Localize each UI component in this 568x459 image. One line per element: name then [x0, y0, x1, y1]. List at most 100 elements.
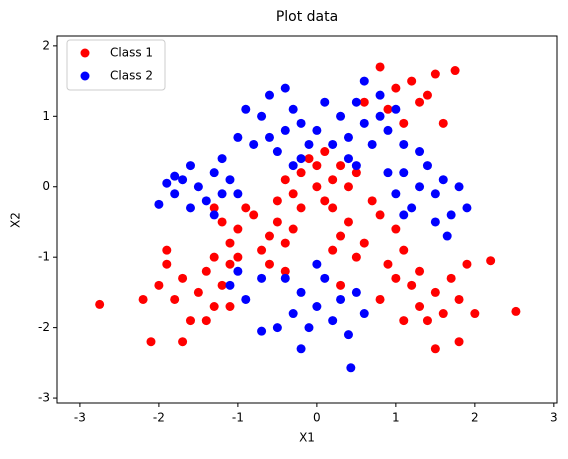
x-tick-label: -3: [74, 411, 86, 425]
point: [375, 90, 385, 100]
y-tick-label: 0: [42, 179, 50, 193]
point: [446, 273, 456, 283]
point: [430, 217, 440, 227]
point: [415, 97, 425, 107]
y-tick-label: -1: [38, 250, 50, 264]
point: [233, 132, 243, 142]
point: [288, 189, 298, 199]
point: [272, 323, 282, 333]
point: [257, 326, 267, 336]
point: [367, 139, 377, 149]
point: [343, 182, 353, 192]
point: [257, 245, 267, 255]
point: [312, 125, 322, 135]
point: [351, 168, 361, 178]
point: [241, 104, 251, 114]
point: [359, 97, 369, 107]
point: [233, 189, 243, 199]
point: [209, 252, 219, 262]
point: [343, 217, 353, 227]
point: [399, 118, 409, 128]
point: [343, 154, 353, 164]
point: [399, 245, 409, 255]
point: [170, 294, 180, 304]
point: [399, 316, 409, 326]
point: [391, 83, 401, 93]
point: [249, 210, 259, 220]
point: [454, 182, 464, 192]
point: [304, 154, 314, 164]
point: [351, 97, 361, 107]
point: [241, 294, 251, 304]
point: [264, 90, 274, 100]
point: [442, 231, 452, 241]
point: [343, 330, 353, 340]
point: [264, 231, 274, 241]
point: [280, 83, 290, 93]
point: [209, 210, 219, 220]
point: [296, 344, 306, 354]
point: [154, 280, 164, 290]
point: [399, 139, 409, 149]
point: [511, 306, 521, 316]
point: [328, 139, 338, 149]
point: [462, 259, 472, 269]
point: [233, 266, 243, 276]
point: [486, 256, 496, 266]
point: [225, 259, 235, 269]
point: [193, 287, 203, 297]
point: [312, 259, 322, 269]
point: [185, 203, 195, 213]
point: [233, 224, 243, 234]
point: [430, 344, 440, 354]
point: [415, 182, 425, 192]
point: [359, 118, 369, 128]
point: [359, 309, 369, 319]
point: [209, 168, 219, 178]
point: [320, 147, 330, 157]
point: [407, 203, 417, 213]
point: [146, 337, 156, 347]
point: [288, 104, 298, 114]
x-tick-label: -2: [153, 411, 165, 425]
point: [454, 337, 464, 347]
point: [233, 252, 243, 262]
point: [312, 301, 322, 311]
point: [462, 203, 472, 213]
point: [272, 217, 282, 227]
point: [162, 259, 172, 269]
point: [343, 132, 353, 142]
point: [209, 203, 219, 213]
point: [288, 309, 298, 319]
point: [438, 309, 448, 319]
point: [241, 203, 251, 213]
point: [359, 238, 369, 248]
y-tick-label: 1: [42, 109, 50, 123]
point: [328, 316, 338, 326]
point: [178, 273, 188, 283]
point: [407, 280, 417, 290]
x-tick-label: -1: [232, 411, 244, 425]
point: [399, 210, 409, 220]
y-tick-label: -2: [38, 320, 50, 334]
point: [391, 273, 401, 283]
point: [320, 273, 330, 283]
point: [217, 280, 227, 290]
chart-title: Plot data: [276, 9, 338, 25]
point: [304, 323, 314, 333]
point: [438, 118, 448, 128]
point: [430, 287, 440, 297]
point: [296, 118, 306, 128]
point: [225, 301, 235, 311]
point: [272, 147, 282, 157]
point: [438, 175, 448, 185]
point: [257, 111, 267, 121]
point: [375, 62, 385, 72]
point: [312, 182, 322, 192]
point: [336, 280, 346, 290]
point: [201, 316, 211, 326]
point: [296, 203, 306, 213]
x-tick-label: 0: [313, 411, 321, 425]
point: [391, 189, 401, 199]
point: [399, 168, 409, 178]
